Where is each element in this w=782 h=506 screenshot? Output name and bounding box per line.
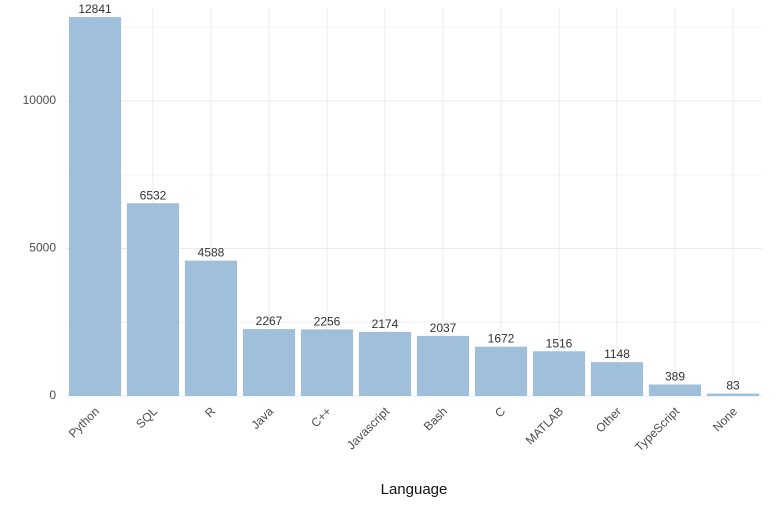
bar-c-: [300, 329, 354, 396]
bars-group: [68, 17, 760, 397]
x-tick-label: None: [710, 404, 740, 434]
grid-lines: [66, 8, 762, 397]
bar-value-label: 1516: [546, 336, 573, 350]
bar-value-label: 389: [665, 370, 685, 384]
bar-c: [474, 346, 528, 396]
bar-javascript: [358, 331, 412, 396]
bar-java: [242, 329, 296, 396]
x-tick-label: C: [492, 404, 508, 420]
x-tick-label: TypeScript: [632, 404, 682, 454]
x-tick-label: R: [202, 404, 218, 420]
bar-python: [68, 17, 122, 397]
x-tick-label: SQL: [133, 404, 160, 431]
bar-labels-group: 12841 6532 4588 2267 2256 2174 2037 1672 1516 114…: [78, 2, 740, 392]
x-tick-label: Javascript: [344, 404, 393, 453]
bar-value-label: 2267: [256, 314, 283, 328]
x-tick-label: Java: [248, 404, 276, 432]
bar-value-label: 12841: [78, 2, 112, 16]
x-tick-label: Python: [66, 404, 102, 440]
bar-typescript: [648, 384, 702, 396]
bar-value-label: 1672: [488, 332, 515, 346]
y-axis-ticks: 0 5000 10000: [23, 93, 57, 402]
bar-value-label: 6532: [140, 188, 167, 202]
bar-other: [590, 362, 644, 396]
x-tick-label: C++: [308, 404, 334, 430]
x-axis-ticks: Python SQL R Java C++ Javascript Bash C MATLAB Ot…: [66, 404, 741, 454]
bar-none: [706, 393, 760, 396]
bar-matlab: [532, 351, 586, 396]
y-tick-label: 5000: [29, 241, 56, 255]
bar-value-label: 2037: [430, 321, 457, 335]
bar-bash: [416, 335, 470, 396]
bar-value-label: 83: [726, 379, 740, 393]
bar-value-label: 2174: [372, 317, 399, 331]
bar-sql: [126, 203, 180, 396]
x-tick-label: Bash: [421, 404, 450, 433]
x-tick-label: MATLAB: [523, 404, 566, 447]
y-tick-label: 0: [49, 388, 56, 402]
bar-value-label: 1148: [604, 347, 630, 361]
bar-value-label: 2256: [314, 314, 341, 328]
bar-value-label: 4588: [198, 246, 225, 260]
y-tick-label: 10000: [23, 93, 57, 107]
x-tick-label: Other: [593, 404, 624, 435]
bar-r: [184, 260, 238, 396]
x-axis-title: Language: [381, 481, 448, 498]
